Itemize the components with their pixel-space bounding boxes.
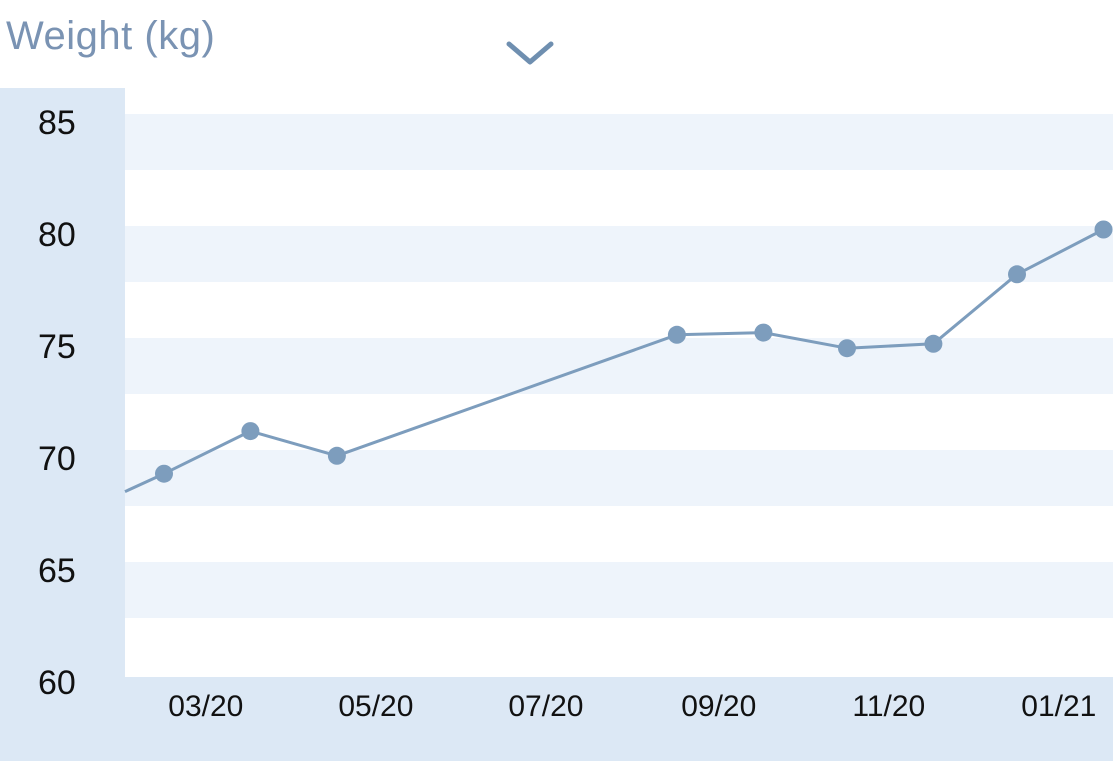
chart-background	[0, 88, 1113, 761]
data-point[interactable]	[838, 339, 856, 358]
chart-title: Weight (kg)	[6, 14, 216, 58]
series-line	[124, 228, 1105, 493]
grid-stripe	[125, 226, 1113, 282]
data-point[interactable]	[667, 325, 686, 344]
grid-stripe	[125, 450, 1113, 506]
x-tick-label: 11/20	[852, 690, 925, 723]
data-point[interactable]	[924, 334, 943, 353]
chevron-down-icon[interactable]	[505, 38, 555, 70]
x-tick-label: 07/20	[508, 690, 583, 723]
y-tick-label: 85	[38, 104, 76, 142]
data-point[interactable]	[1008, 265, 1026, 284]
data-point[interactable]	[327, 446, 346, 465]
x-tick-label: 05/20	[338, 690, 413, 723]
grid-stripe	[125, 114, 1113, 170]
y-tick-label: 80	[38, 216, 76, 254]
y-tick-label: 75	[38, 328, 76, 366]
x-tick-label: 03/20	[168, 690, 243, 723]
data-point[interactable]	[1094, 220, 1113, 239]
y-axis-band	[0, 88, 125, 761]
y-tick-label: 70	[38, 440, 76, 478]
series-points-layer	[155, 220, 1113, 483]
grid-stripe	[125, 562, 1113, 618]
x-axis: 03/20 05/20 07/20 09/20 11/20 01/21	[168, 690, 1096, 723]
grid-stripe	[125, 338, 1113, 394]
data-point[interactable]	[754, 323, 773, 342]
series-line-layer	[124, 228, 1105, 493]
x-tick-label: 09/20	[681, 690, 756, 723]
data-point[interactable]	[241, 422, 260, 441]
y-tick-label: 60	[38, 664, 76, 702]
x-axis-band	[0, 677, 1113, 761]
data-point[interactable]	[155, 464, 173, 483]
y-tick-label: 65	[38, 552, 76, 590]
x-tick-label: 01/21	[1021, 690, 1096, 723]
y-axis: 85 80 75 70 65 60	[38, 104, 76, 702]
